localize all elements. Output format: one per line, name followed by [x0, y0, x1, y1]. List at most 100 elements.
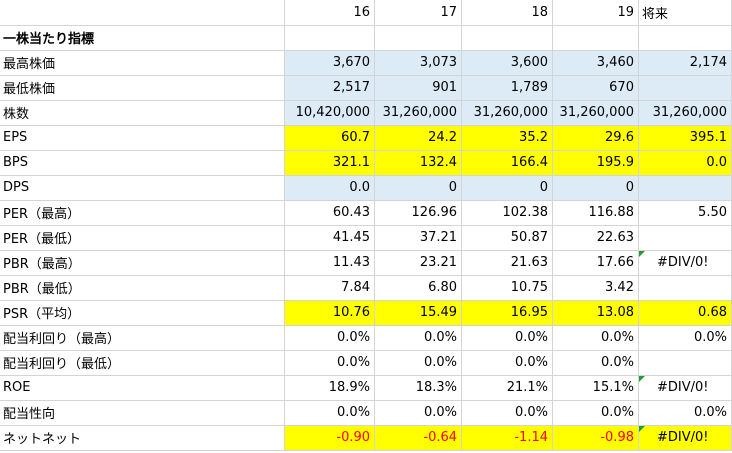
value-cell[interactable] [638, 350, 732, 376]
value-cell[interactable]: 60.7 [284, 125, 376, 151]
value-cell[interactable]: 23.21 [374, 250, 463, 276]
value-cell[interactable]: 17.66 [552, 250, 639, 276]
value-cell[interactable]: 102.38 [461, 200, 553, 226]
value-cell[interactable]: 0 [552, 175, 639, 201]
value-cell[interactable]: 15.49 [374, 300, 463, 326]
header-label-cell[interactable] [0, 0, 286, 26]
section-title[interactable]: 一株当たり指標 [0, 25, 286, 51]
value-cell[interactable]: 13.08 [552, 300, 639, 326]
value-cell[interactable]: 0.0% [638, 325, 732, 351]
value-cell[interactable]: 37.21 [374, 225, 463, 251]
value-cell[interactable]: 0.0% [284, 325, 376, 351]
row-label[interactable]: 株数 [0, 100, 286, 126]
value-cell[interactable]: 41.45 [284, 225, 376, 251]
value-cell[interactable]: 15.1% [552, 375, 639, 401]
value-cell[interactable]: 126.96 [374, 200, 463, 226]
value-cell[interactable]: 116.88 [552, 200, 639, 226]
value-cell[interactable]: 10.76 [284, 300, 376, 326]
empty-cell[interactable] [374, 25, 463, 51]
value-cell[interactable] [638, 175, 732, 201]
value-cell[interactable]: 60.43 [284, 200, 376, 226]
value-cell[interactable]: -1.14 [461, 425, 553, 451]
value-cell[interactable]: 50.87 [461, 225, 553, 251]
value-cell[interactable]: 16.95 [461, 300, 553, 326]
row-label[interactable]: PBR（最低） [0, 275, 286, 301]
value-cell[interactable]: 166.4 [461, 150, 553, 176]
value-cell[interactable]: 31,260,000 [638, 100, 732, 126]
row-label[interactable]: DPS [0, 175, 286, 201]
column-header-3[interactable]: 19 [552, 0, 639, 26]
value-cell[interactable]: 1,789 [461, 75, 553, 101]
value-cell[interactable]: 395.1 [638, 125, 732, 151]
value-cell[interactable]: 22.63 [552, 225, 639, 251]
value-cell[interactable]: 132.4 [374, 150, 463, 176]
row-label[interactable]: PBR（最高） [0, 250, 286, 276]
row-label[interactable]: ROE [0, 375, 286, 401]
value-cell[interactable]: 2,174 [638, 50, 732, 76]
value-cell[interactable]: 0.0 [284, 175, 376, 201]
column-header-1[interactable]: 17 [374, 0, 463, 26]
row-label[interactable]: PER（最低） [0, 225, 286, 251]
value-cell[interactable]: 21.63 [461, 250, 553, 276]
empty-cell[interactable] [461, 25, 553, 51]
value-cell[interactable]: 3.42 [552, 275, 639, 301]
value-cell[interactable]: 0.0% [461, 350, 553, 376]
empty-cell[interactable] [552, 25, 639, 51]
value-cell[interactable]: #DIV/0! [638, 425, 732, 451]
value-cell[interactable]: 2,517 [284, 75, 376, 101]
value-cell[interactable]: 11.43 [284, 250, 376, 276]
value-cell[interactable]: 0.0% [552, 400, 639, 426]
value-cell[interactable]: 0.0% [374, 325, 463, 351]
row-label[interactable]: 配当利回り（最高） [0, 325, 286, 351]
value-cell[interactable]: 31,260,000 [552, 100, 639, 126]
value-cell[interactable]: 5.50 [638, 200, 732, 226]
value-cell[interactable]: 3,073 [374, 50, 463, 76]
value-cell[interactable]: -0.90 [284, 425, 376, 451]
row-label[interactable]: ネットネット [0, 425, 286, 451]
value-cell[interactable]: 3,670 [284, 50, 376, 76]
value-cell[interactable]: 18.3% [374, 375, 463, 401]
row-label[interactable]: PER（最高） [0, 200, 286, 226]
value-cell[interactable]: 35.2 [461, 125, 553, 151]
empty-cell[interactable] [638, 25, 732, 51]
value-cell[interactable]: 0 [461, 175, 553, 201]
value-cell[interactable]: 0.0% [284, 350, 376, 376]
value-cell[interactable]: 0.0% [374, 400, 463, 426]
row-label[interactable]: BPS [0, 150, 286, 176]
row-label[interactable]: 最低株価 [0, 75, 286, 101]
value-cell[interactable]: #DIV/0! [638, 375, 732, 401]
value-cell[interactable] [638, 75, 732, 101]
value-cell[interactable]: 0.0% [461, 325, 553, 351]
value-cell[interactable]: 3,600 [461, 50, 553, 76]
value-cell[interactable] [638, 275, 732, 301]
value-cell[interactable]: 321.1 [284, 150, 376, 176]
value-cell[interactable]: 24.2 [374, 125, 463, 151]
row-label[interactable]: 配当性向 [0, 400, 286, 426]
value-cell[interactable]: 3,460 [552, 50, 639, 76]
value-cell[interactable]: 0.0% [284, 400, 376, 426]
value-cell[interactable]: 0.0 [638, 150, 732, 176]
value-cell[interactable]: 29.6 [552, 125, 639, 151]
value-cell[interactable]: 0.0% [552, 325, 639, 351]
value-cell[interactable]: -0.98 [552, 425, 639, 451]
empty-cell[interactable] [284, 25, 376, 51]
column-header-4[interactable]: 将来 [638, 0, 732, 26]
value-cell[interactable]: 0.0% [638, 400, 732, 426]
value-cell[interactable]: 0.0% [374, 350, 463, 376]
value-cell[interactable]: 18.9% [284, 375, 376, 401]
value-cell[interactable]: 21.1% [461, 375, 553, 401]
value-cell[interactable]: 31,260,000 [461, 100, 553, 126]
row-label[interactable]: 配当利回り（最低） [0, 350, 286, 376]
value-cell[interactable]: 670 [552, 75, 639, 101]
value-cell[interactable]: 6.80 [374, 275, 463, 301]
value-cell[interactable]: 10,420,000 [284, 100, 376, 126]
value-cell[interactable]: 195.9 [552, 150, 639, 176]
value-cell[interactable]: 31,260,000 [374, 100, 463, 126]
value-cell[interactable]: 901 [374, 75, 463, 101]
value-cell[interactable] [638, 225, 732, 251]
value-cell[interactable]: 0.0% [461, 400, 553, 426]
column-header-2[interactable]: 18 [461, 0, 553, 26]
row-label[interactable]: EPS [0, 125, 286, 151]
column-header-0[interactable]: 16 [284, 0, 376, 26]
value-cell[interactable]: 0.0% [552, 350, 639, 376]
